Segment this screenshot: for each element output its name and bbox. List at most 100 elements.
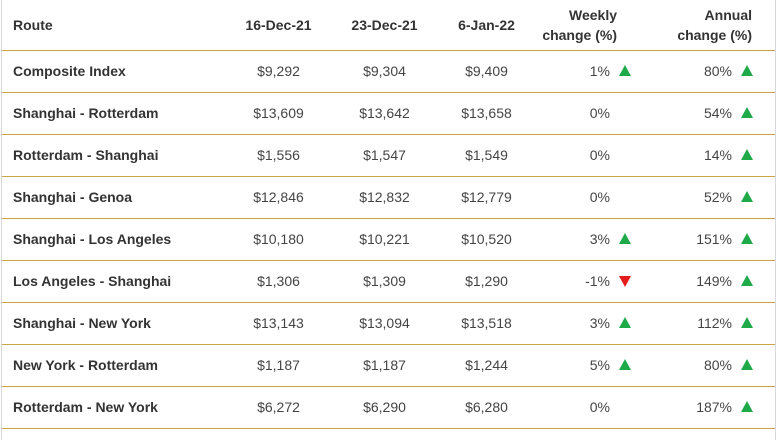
- header-weekly-line1: Weekly: [569, 6, 617, 23]
- rate-16-dec-21: $1,306: [225, 260, 332, 303]
- annual-change: 149%: [648, 260, 775, 303]
- table-row: Rotterdam - Shanghai $1,556 $1,547 $1,549 0%…: [2, 134, 775, 177]
- route-name: Los Angeles - Shanghai: [2, 260, 225, 303]
- annual-change: 112%: [648, 302, 775, 345]
- rate-23-dec-21: $1,309: [332, 260, 437, 303]
- table-row: New York - Rotterdam $1,187 $1,187 $1,244 5%…: [2, 344, 775, 387]
- rate-6-jan-22: $1,290: [437, 260, 536, 303]
- weekly-change-value: 1%: [589, 63, 610, 79]
- up-arrow-icon: [618, 65, 632, 77]
- weekly-change: 5%: [536, 344, 648, 387]
- table-row: Shanghai - New York $13,143 $13,094 $13,518…: [2, 302, 775, 345]
- weekly-change-value: 0%: [589, 147, 610, 163]
- table-row: Los Angeles - Shanghai $1,306 $1,309 $1,290…: [2, 260, 775, 303]
- header-weekly-line2: change (%): [542, 26, 617, 43]
- annual-change-value: 80%: [703, 357, 732, 373]
- weekly-change-value: -1%: [585, 273, 610, 289]
- rate-23-dec-21: $10,221: [332, 218, 437, 261]
- rate-6-jan-22: $12,779: [437, 176, 536, 219]
- route-name: Shanghai - New York: [2, 302, 225, 345]
- rate-23-dec-21: $9,304: [332, 50, 437, 93]
- annual-change: 52%: [648, 176, 775, 219]
- weekly-change-value: 0%: [589, 105, 610, 121]
- rate-6-jan-22: $13,658: [437, 92, 536, 135]
- weekly-change: 0%: [536, 176, 648, 219]
- weekly-change: 0%: [536, 386, 648, 429]
- up-arrow-icon: [740, 317, 754, 329]
- annual-change-value: 54%: [703, 105, 732, 121]
- weekly-change: 3%: [536, 218, 648, 261]
- route-name: Shanghai - Rotterdam: [2, 92, 225, 135]
- weekly-change: 0%: [536, 134, 648, 177]
- rate-16-dec-21: $9,292: [225, 50, 332, 93]
- rate-16-dec-21: $6,272: [225, 386, 332, 429]
- rate-23-dec-21: $12,832: [332, 176, 437, 219]
- table-row: Shanghai - Genoa $12,846 $12,832 $12,779 0% 5…: [2, 176, 775, 219]
- table-header-row: Route 16-Dec-21 23-Dec-21 6-Jan-22 Weekl…: [2, 0, 775, 51]
- up-arrow-icon: [740, 149, 754, 161]
- rate-16-dec-21: $10,180: [225, 218, 332, 261]
- annual-change-value: 112%: [697, 315, 732, 331]
- annual-change-value: 149%: [696, 273, 732, 289]
- route-name: Composite Index: [2, 50, 225, 93]
- down-arrow-icon: [618, 275, 632, 287]
- arrow-placeholder: [618, 149, 632, 161]
- rate-6-jan-22: $6,280: [437, 386, 536, 429]
- weekly-change: 1%: [536, 50, 648, 93]
- header-route: Route: [2, 0, 225, 51]
- weekly-change-value: 0%: [589, 399, 610, 415]
- rate-6-jan-22: $13,518: [437, 302, 536, 345]
- annual-change-value: 14%: [703, 147, 732, 163]
- rate-23-dec-21: $1,187: [332, 344, 437, 387]
- annual-change-value: 52%: [703, 189, 732, 205]
- table-body: Composite Index $9,292 $9,304 $9,409 1% 80% Sh…: [2, 50, 775, 429]
- freight-rate-table: Route 16-Dec-21 23-Dec-21 6-Jan-22 Weekl…: [2, 0, 775, 429]
- annual-change: 187%: [648, 386, 775, 429]
- up-arrow-icon: [618, 233, 632, 245]
- annual-change: 80%: [648, 50, 775, 93]
- rate-16-dec-21: $13,609: [225, 92, 332, 135]
- rate-6-jan-22: $1,244: [437, 344, 536, 387]
- weekly-change: 3%: [536, 302, 648, 345]
- rate-23-dec-21: $13,094: [332, 302, 437, 345]
- up-arrow-icon: [740, 65, 754, 77]
- annual-change: 14%: [648, 134, 775, 177]
- route-name: Shanghai - Los Angeles: [2, 218, 225, 261]
- table-row: Rotterdam - New York $6,272 $6,290 $6,280 0%…: [2, 386, 775, 429]
- weekly-change-value: 5%: [589, 357, 610, 373]
- weekly-change: 0%: [536, 92, 648, 135]
- weekly-change-value: 0%: [589, 189, 610, 205]
- up-arrow-icon: [740, 191, 754, 203]
- header-annual-change: Annual change (%): [648, 0, 775, 51]
- up-arrow-icon: [618, 317, 632, 329]
- annual-change-value: 187%: [696, 399, 732, 415]
- table-row: Composite Index $9,292 $9,304 $9,409 1% 80%: [2, 50, 775, 93]
- header-date-2: 23-Dec-21: [332, 0, 437, 51]
- route-name: Rotterdam - New York: [2, 386, 225, 429]
- route-name: New York - Rotterdam: [2, 344, 225, 387]
- rate-23-dec-21: $1,547: [332, 134, 437, 177]
- annual-change: 80%: [648, 344, 775, 387]
- rate-16-dec-21: $13,143: [225, 302, 332, 345]
- up-arrow-icon: [740, 359, 754, 371]
- weekly-change: -1%: [536, 260, 648, 303]
- up-arrow-icon: [740, 107, 754, 119]
- rate-16-dec-21: $1,556: [225, 134, 332, 177]
- rate-6-jan-22: $10,520: [437, 218, 536, 261]
- weekly-change-value: 3%: [589, 231, 610, 247]
- annual-change-value: 151%: [696, 231, 732, 247]
- annual-change: 54%: [648, 92, 775, 135]
- arrow-placeholder: [618, 107, 632, 119]
- rate-23-dec-21: $13,642: [332, 92, 437, 135]
- header-annual-line1: Annual: [704, 6, 752, 23]
- header-annual-line2: change (%): [677, 26, 752, 43]
- header-date-1: 16-Dec-21: [225, 0, 332, 51]
- weekly-change-value: 3%: [589, 315, 610, 331]
- route-name: Rotterdam - Shanghai: [2, 134, 225, 177]
- arrow-placeholder: [618, 191, 632, 203]
- table-row: Shanghai - Rotterdam $13,609 $13,642 $13,65…: [2, 92, 775, 135]
- up-arrow-icon: [740, 233, 754, 245]
- annual-change: 151%: [648, 218, 775, 261]
- rate-16-dec-21: $1,187: [225, 344, 332, 387]
